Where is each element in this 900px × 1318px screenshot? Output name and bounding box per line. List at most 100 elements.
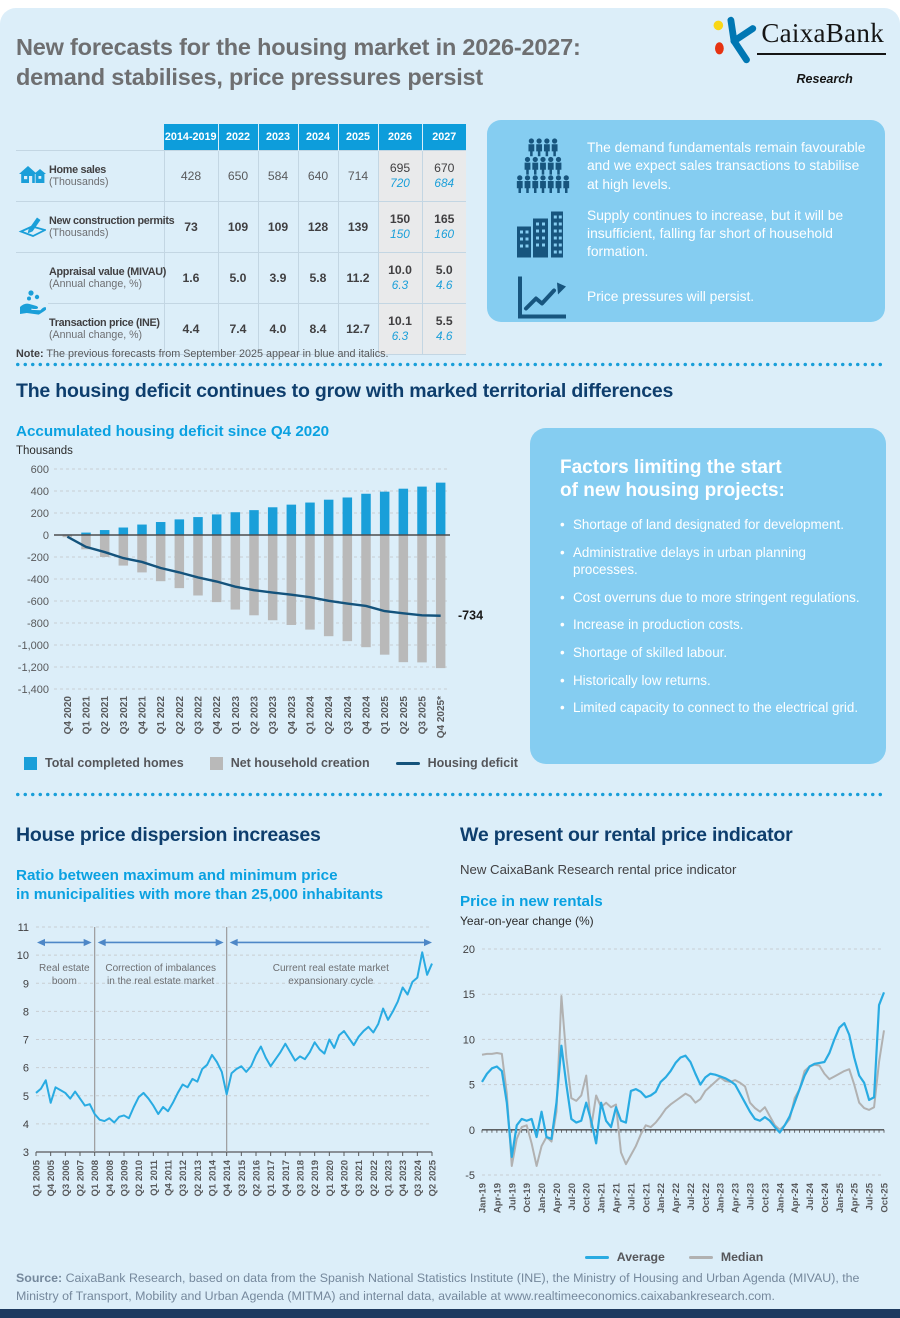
svg-text:Q1 2017: Q1 2017 bbox=[266, 1160, 277, 1196]
svg-text:5: 5 bbox=[469, 1080, 475, 1092]
column-header-2022: 2022 bbox=[218, 124, 259, 151]
factors-box-title: Factors limiting the start of new housing… bbox=[560, 457, 785, 502]
median-line bbox=[481, 995, 885, 1167]
svg-text:10: 10 bbox=[17, 950, 29, 962]
factor-item: Shortage of land designated for developm… bbox=[560, 516, 864, 533]
row-label-cell: Home sales (Thousands) bbox=[48, 150, 164, 202]
factor-item: Increase in production costs. bbox=[560, 616, 864, 633]
housing-deficit-line bbox=[66, 535, 441, 617]
phase-annotation: in the real estate market bbox=[107, 976, 214, 987]
value-cell: 5.0 bbox=[217, 252, 258, 304]
legend-median: Median bbox=[688, 1250, 763, 1264]
gray-line-swatch bbox=[688, 1255, 713, 1259]
value-cell: 7.4 bbox=[217, 303, 258, 355]
value-cell: 3.9 bbox=[257, 252, 298, 304]
svg-text:Apr-19: Apr-19 bbox=[492, 1183, 503, 1213]
svg-text:Q2 2025: Q2 2025 bbox=[428, 1159, 439, 1196]
key-message-item: The demand fundamentals remain favourabl… bbox=[487, 138, 885, 195]
dispersion-section-heading: House price dispersion increases bbox=[16, 824, 321, 846]
svg-text:Apr-22: Apr-22 bbox=[671, 1183, 682, 1213]
forecast-cell: 670 684 bbox=[421, 150, 466, 202]
svg-text:Jan-21: Jan-21 bbox=[597, 1182, 608, 1213]
value-cell: 109 bbox=[257, 201, 298, 253]
svg-text:Apr-23: Apr-23 bbox=[731, 1183, 742, 1213]
row-label-cell: New construction permits (Thousands) bbox=[48, 201, 175, 253]
svg-text:Oct-22: Oct-22 bbox=[701, 1183, 712, 1213]
row-label-cell: Appraisal value (MIVAU) (Annual change, %… bbox=[48, 252, 166, 304]
svg-text:Jan-20: Jan-20 bbox=[537, 1183, 548, 1213]
bottom-bar bbox=[0, 1309, 900, 1318]
svg-text:9: 9 bbox=[23, 978, 29, 990]
svg-text:Q1 2014: Q1 2014 bbox=[208, 1159, 219, 1196]
rental-section-heading: We present our rental price indicator bbox=[460, 824, 793, 846]
svg-text:Q4 2020: Q4 2020 bbox=[340, 1160, 351, 1196]
chart-up-icon bbox=[518, 276, 566, 319]
svg-text:3: 3 bbox=[23, 1147, 29, 1159]
svg-text:Q1 2025: Q1 2025 bbox=[380, 696, 391, 735]
column-header-2025: 2025 bbox=[338, 124, 379, 151]
svg-text:Q2 2023: Q2 2023 bbox=[250, 696, 261, 735]
svg-text:Jul-20: Jul-20 bbox=[567, 1183, 578, 1210]
svg-text:-800: -800 bbox=[27, 618, 49, 630]
svg-text:Oct-24: Oct-24 bbox=[820, 1182, 831, 1212]
infographic: New forecasts for the housing market in … bbox=[0, 8, 900, 1318]
dispersion-chart: 11 10 9 8 7 6 5 4 3 Real estate boom Correction of … bbox=[17, 922, 439, 1196]
svg-text:Q4 2024: Q4 2024 bbox=[362, 696, 373, 735]
forecast-cell: 165 160 bbox=[421, 201, 466, 253]
dispersion-chart-title: Ratio between maximum and minimum price i… bbox=[16, 867, 384, 903]
forecast-cell: 5.0 4.6 bbox=[421, 252, 466, 304]
svg-text:-1,000: -1,000 bbox=[18, 640, 49, 652]
svg-text:Q2 2010: Q2 2010 bbox=[134, 1160, 145, 1196]
forecast-table-header: 2014-2019 2022 2023 2024 2025 2026 2027 bbox=[16, 124, 466, 151]
key-messages-box: The demand fundamentals remain favourabl… bbox=[487, 120, 885, 322]
dotted-divider bbox=[14, 792, 886, 797]
svg-text:-1,400: -1,400 bbox=[18, 684, 49, 696]
deficit-chart-title: Accumulated housing deficit since Q4 202… bbox=[16, 423, 330, 440]
svg-text:Q3 2006: Q3 2006 bbox=[61, 1160, 72, 1196]
deficit-end-label: -734 bbox=[458, 609, 483, 623]
phase-annotation: Correction of imbalances bbox=[105, 963, 216, 974]
svg-text:Q1 2021: Q1 2021 bbox=[82, 696, 93, 735]
svg-text:Q4 2020: Q4 2020 bbox=[63, 696, 74, 735]
value-cell: 428 bbox=[163, 150, 218, 202]
svg-text:600: 600 bbox=[31, 464, 49, 476]
key-message-text: Supply continues to increase, but it wil… bbox=[587, 208, 844, 260]
source-text: CaixaBank Research, based on data from t… bbox=[16, 1271, 860, 1303]
phase-annotation: expansionary cycle bbox=[288, 976, 373, 987]
svg-text:Q4 2011: Q4 2011 bbox=[164, 1159, 175, 1196]
rental-chart-units: Year-on-year change (%) bbox=[460, 914, 594, 928]
svg-text:0: 0 bbox=[43, 530, 49, 542]
svg-text:Q3 2024: Q3 2024 bbox=[413, 1159, 424, 1196]
value-cell: 640 bbox=[297, 150, 338, 202]
svg-text:Q4 2021: Q4 2021 bbox=[138, 696, 149, 735]
value-cell: 73 bbox=[163, 201, 218, 253]
note-label: Note: bbox=[16, 348, 44, 360]
svg-text:Q2 2016: Q2 2016 bbox=[252, 1160, 263, 1196]
value-cell: 4.4 bbox=[163, 303, 218, 355]
cyan-line-swatch bbox=[584, 1255, 609, 1259]
svg-text:-200: -200 bbox=[27, 552, 49, 564]
forecast-cell: 10.1 6.3 bbox=[377, 303, 422, 355]
svg-text:Apr-24: Apr-24 bbox=[790, 1182, 801, 1213]
legend-completed-homes: Total completed homes bbox=[24, 756, 184, 770]
dotted-divider bbox=[14, 362, 886, 367]
header-blank-cell bbox=[16, 124, 164, 151]
home-sales-icon bbox=[19, 165, 46, 183]
value-cell: 5.8 bbox=[297, 252, 338, 304]
rental-indicator-note: New CaixaBank Research rental price indi… bbox=[460, 862, 737, 877]
note-text: The previous forecasts from September 20… bbox=[43, 348, 389, 360]
legend-average: Average bbox=[584, 1250, 665, 1264]
key-message-item: Supply continues to increase, but it wil… bbox=[487, 207, 885, 262]
forecast-cell: 150 150 bbox=[377, 201, 422, 253]
svg-text:Q2 2013: Q2 2013 bbox=[193, 1160, 204, 1196]
svg-text:Q4 2022: Q4 2022 bbox=[212, 696, 223, 735]
svg-text:Q1 2023: Q1 2023 bbox=[231, 696, 242, 735]
value-cell: 1.6 bbox=[163, 252, 218, 304]
svg-text:Q4 2023: Q4 2023 bbox=[287, 696, 298, 735]
factors-list: Shortage of land designated for developm… bbox=[560, 516, 864, 716]
svg-text:Q4 2014: Q4 2014 bbox=[222, 1159, 233, 1196]
caixabank-star-icon bbox=[711, 16, 757, 69]
svg-text:10: 10 bbox=[463, 1034, 475, 1046]
svg-text:Q3 2012: Q3 2012 bbox=[178, 1160, 189, 1196]
caixabank-logo: CaixaBank Research bbox=[711, 16, 886, 86]
